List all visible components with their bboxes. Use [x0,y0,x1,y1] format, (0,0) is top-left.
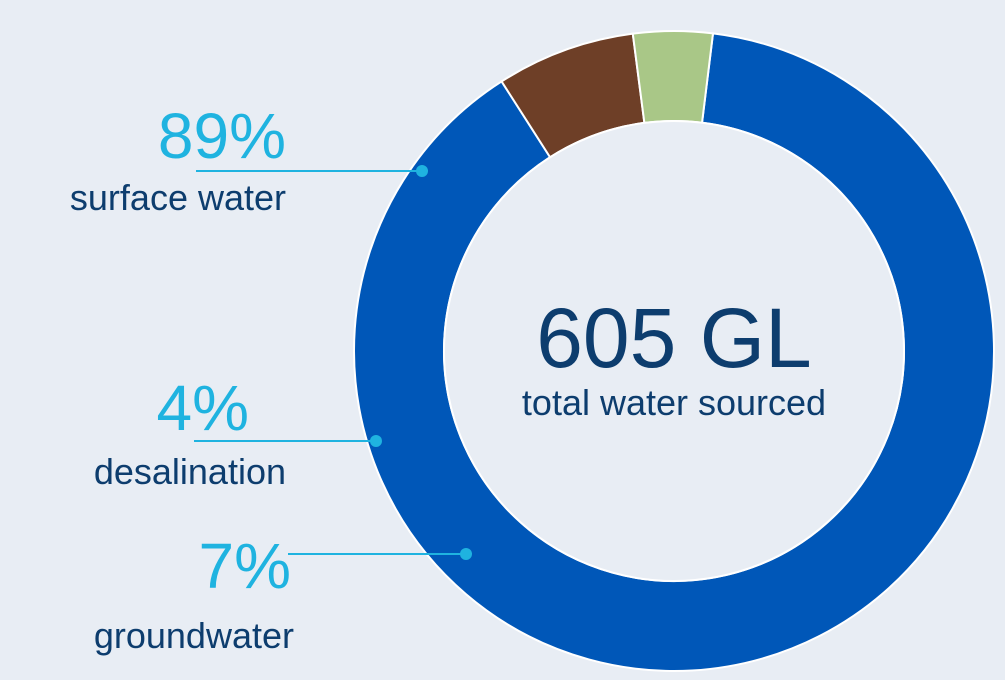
surface-water-label: surface water [69,177,286,218]
surface-water-percent: 89% [157,100,286,172]
total-label: total water sourced [521,382,827,423]
donut-hole [443,120,905,582]
desalination-leader-dot [370,435,382,447]
groundwater-percent: 7% [198,530,292,602]
desalination-percent: 4% [156,372,250,444]
groundwater-label: groundwater [93,615,294,656]
groundwater-leader-dot [460,548,472,560]
desalination-label: desalination [93,451,286,492]
surface-water-leader-dot [416,165,428,177]
total-value: 605 GL [536,291,812,385]
desalination-slice [631,30,715,125]
